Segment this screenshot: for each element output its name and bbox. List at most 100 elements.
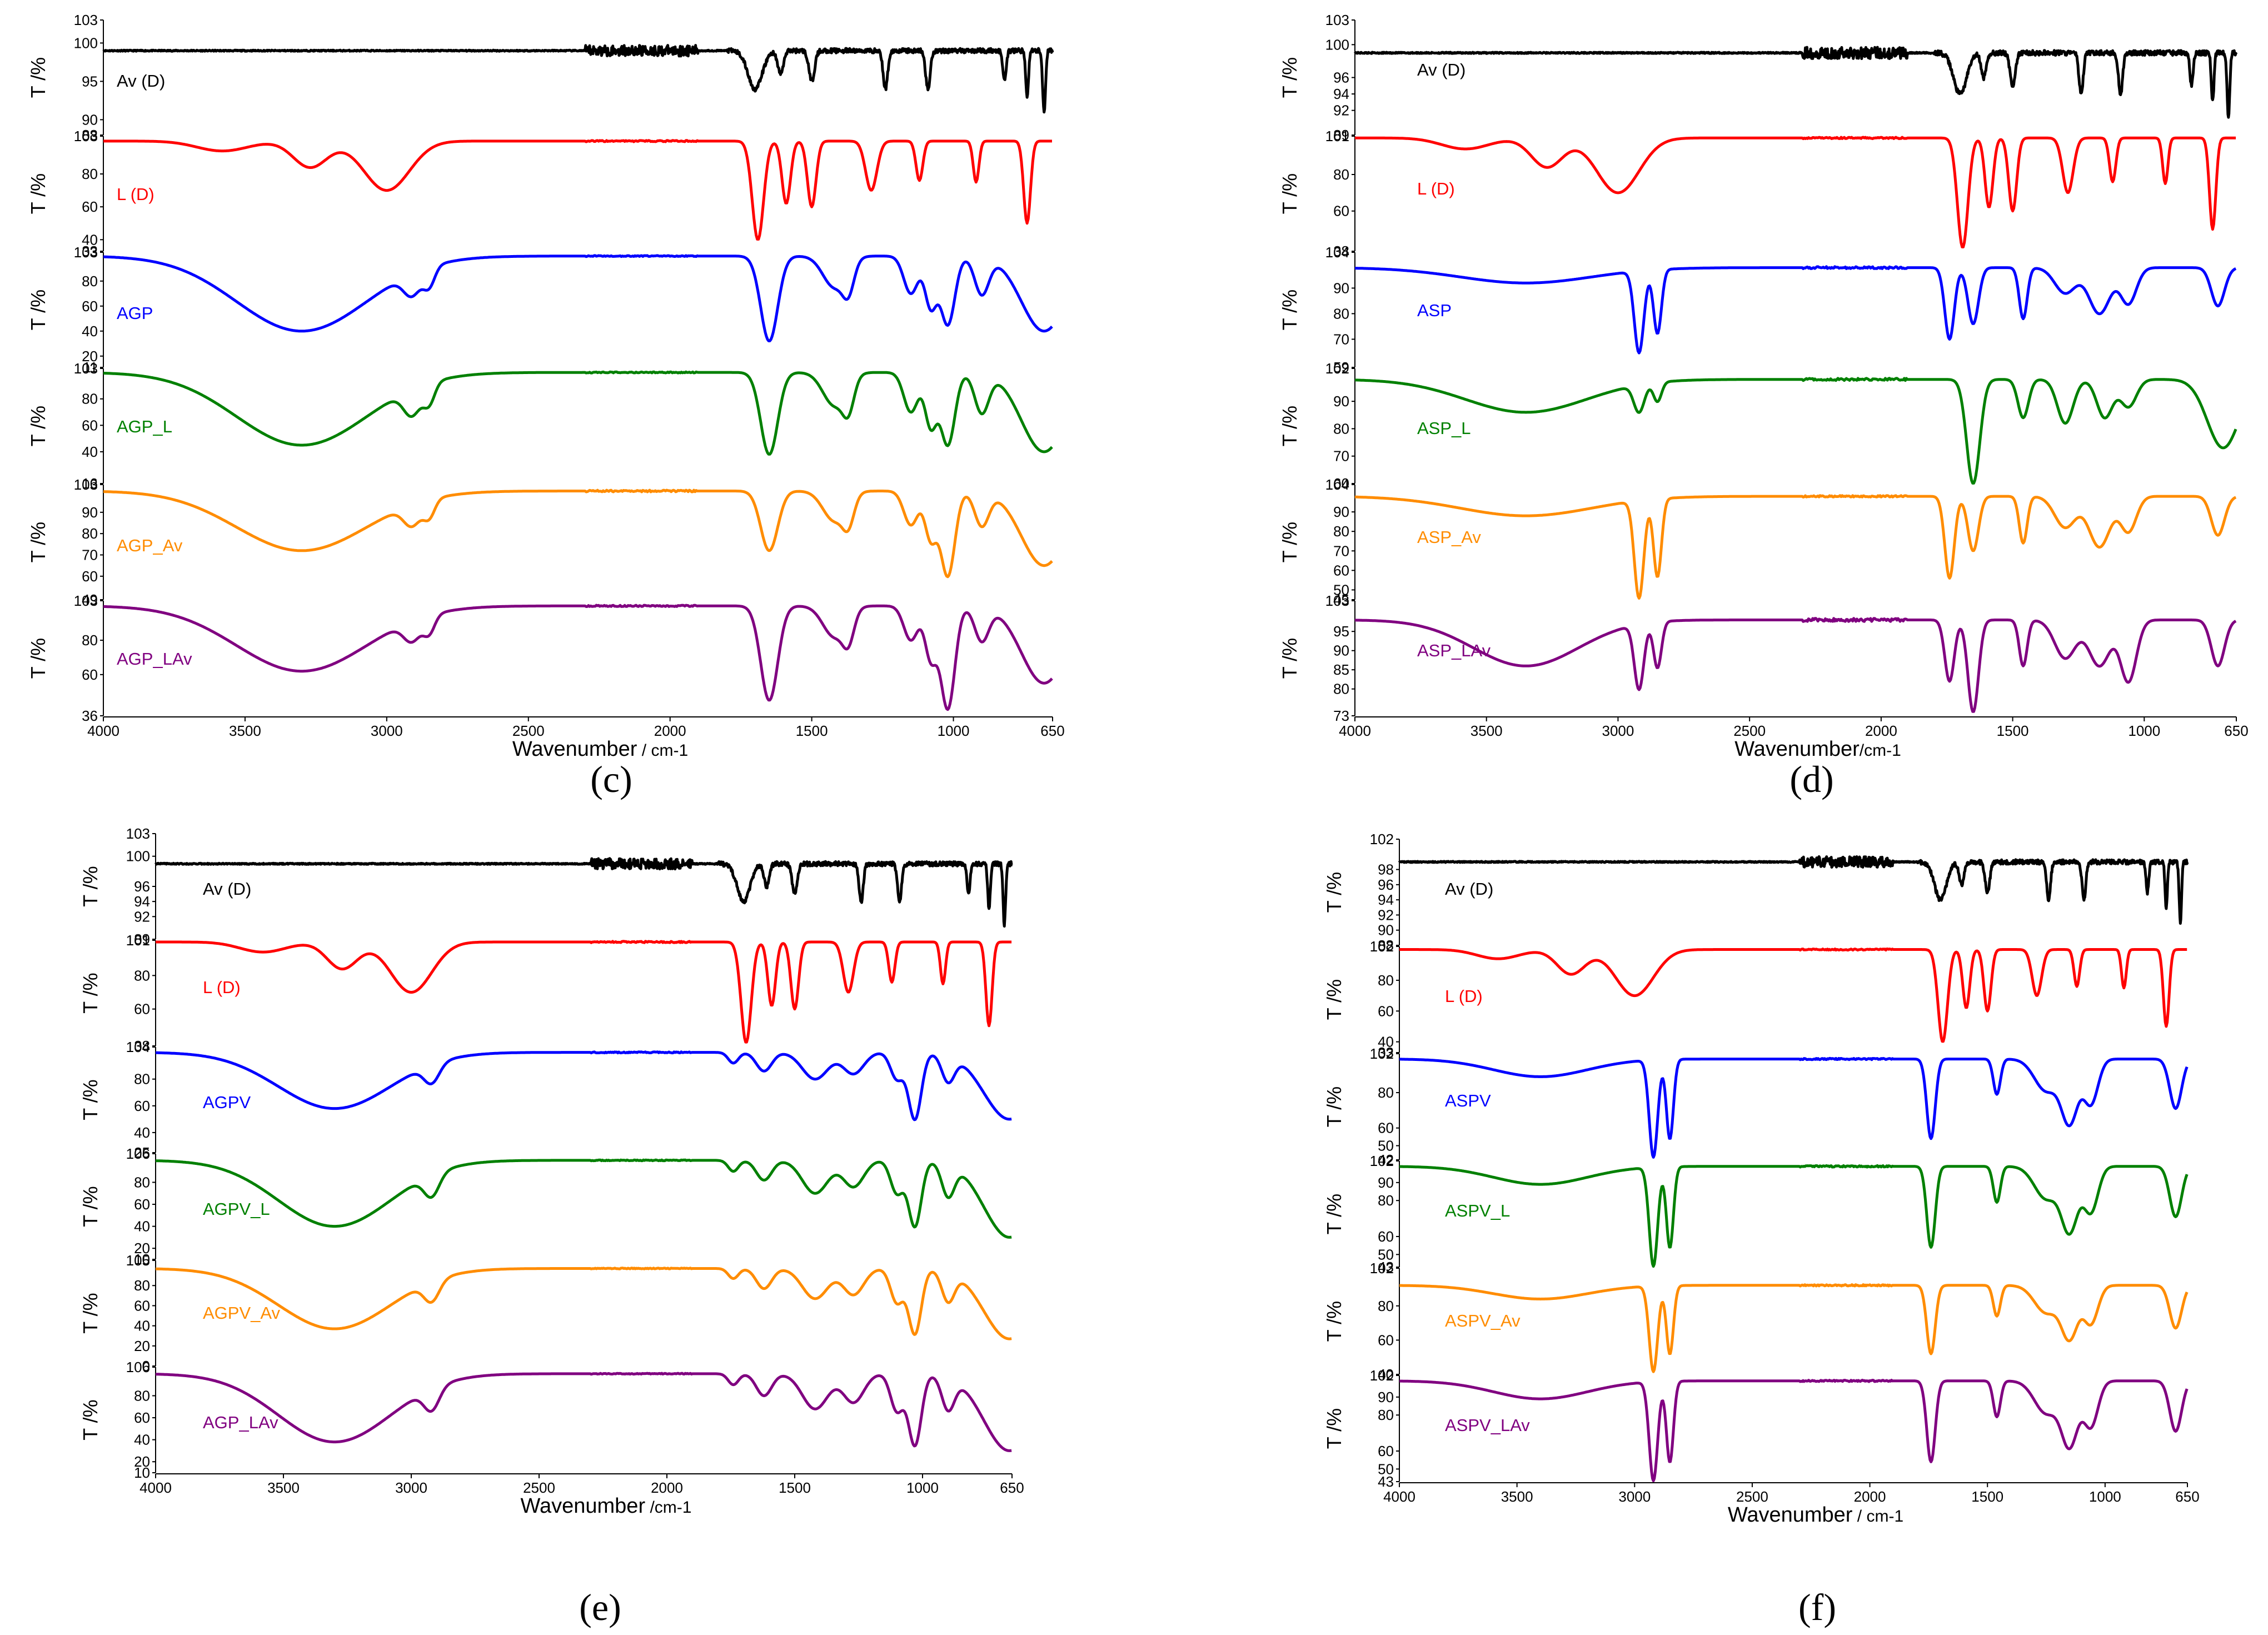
y-tick-label: 103 <box>126 825 150 842</box>
y-tick-label: 95 <box>1333 623 1349 640</box>
y-tick-label: 80 <box>82 391 98 407</box>
y-tick-label: 16 <box>82 475 98 492</box>
y-tick-label: 50 <box>1378 1138 1394 1154</box>
y-tick-label: 38 <box>1333 243 1349 260</box>
series-label: Av (D) <box>117 71 165 91</box>
y-tick-label: 89 <box>134 931 150 948</box>
y-tick-label: 40 <box>82 323 98 340</box>
x-tick-label: 3000 <box>1602 722 1634 739</box>
x-tick-label: 4000 <box>1339 722 1371 739</box>
y-tick-label: 70 <box>1333 331 1349 347</box>
y-tick-label: 60 <box>134 1297 150 1314</box>
x-tick-label: 3500 <box>1501 1488 1533 1505</box>
y-axis-label: T /% <box>27 406 49 446</box>
panel-caption: (d) <box>1790 758 1833 800</box>
series-label: L (D) <box>117 185 154 204</box>
y-tick-label: 36 <box>82 707 98 724</box>
y-tick-label: 103 <box>74 360 98 377</box>
y-tick-label: 85 <box>1333 661 1349 678</box>
y-tick-label: 103 <box>1325 592 1349 609</box>
x-tick-label: 4000 <box>1383 1488 1415 1505</box>
y-tick-label: 80 <box>82 273 98 290</box>
y-tick-label: 88 <box>1378 937 1394 954</box>
y-tick-label: 90 <box>82 504 98 521</box>
series-line-av-d <box>102 44 1054 114</box>
y-tick-label: 70 <box>82 547 98 564</box>
y-tick-label: 43 <box>1378 1259 1394 1275</box>
y-tick-label: 70 <box>1333 448 1349 465</box>
x-tick-label: 2500 <box>512 722 545 739</box>
y-tick-label: 42 <box>1378 1152 1394 1168</box>
series-label: AGP <box>117 303 153 323</box>
y-axis-label: T /% <box>1323 872 1345 913</box>
y-tick-label: 90 <box>1333 280 1349 296</box>
series-label: AGP_L <box>117 417 172 436</box>
y-tick-label: 20 <box>134 1338 150 1354</box>
y-tick-label: 92 <box>134 908 150 925</box>
series-line-agp-l <box>103 370 1053 456</box>
y-axis-label: T /% <box>1323 979 1345 1020</box>
y-tick-label: 50 <box>1333 581 1349 598</box>
series-label: ASPV_Av <box>1445 1311 1521 1330</box>
series-label: AGP_LAv <box>117 649 192 669</box>
series-line-av-d <box>1354 46 2238 119</box>
y-tick-label: 40 <box>134 1318 150 1334</box>
y-tick-label: 94 <box>134 893 150 910</box>
y-tick-label: 60 <box>1378 1332 1394 1348</box>
series-label: L (D) <box>1445 986 1483 1006</box>
y-tick-label: 103 <box>74 128 98 144</box>
series-label: ASP_LAv <box>1417 641 1491 660</box>
y-axis-label: T /% <box>1278 406 1301 446</box>
y-tick-label: 94 <box>1378 891 1394 908</box>
series-line-l-d <box>103 139 1053 241</box>
x-axis-label: Wavenumber / cm-1 <box>512 737 688 761</box>
y-tick-label: 40 <box>134 1218 150 1235</box>
y-tick-label: 104 <box>1325 244 1349 261</box>
y-axis-label: T /% <box>1323 1086 1345 1127</box>
series-line-l-d <box>155 940 1012 1044</box>
series-line-agp-av <box>103 488 1053 579</box>
y-tick-label: 92 <box>1333 102 1349 119</box>
series-line-agp <box>103 254 1053 342</box>
y-tick-label: 90 <box>1333 504 1349 520</box>
x-axis-label: Wavenumber/cm-1 <box>1734 737 1901 761</box>
y-tick-label: 80 <box>134 1174 150 1190</box>
y-tick-label: 60 <box>82 417 98 433</box>
series-label: ASP_L <box>1417 418 1471 438</box>
y-tick-label: 90 <box>1333 642 1349 659</box>
y-tick-label: 60 <box>134 1196 150 1213</box>
y-tick-label: 70 <box>1333 542 1349 559</box>
y-tick-label: 103 <box>74 12 98 28</box>
y-tick-label: 104 <box>1325 476 1349 493</box>
y-tick-label: 90 <box>1378 1174 1394 1191</box>
x-tick-label: 2000 <box>1854 1488 1886 1505</box>
series-label: ASPV_L <box>1445 1201 1510 1220</box>
y-tick-label: 25 <box>134 1144 150 1161</box>
series-line-agpv-av <box>155 1267 1012 1340</box>
y-tick-label: 43 <box>1378 1473 1394 1490</box>
y-axis-label: T /% <box>79 1293 102 1333</box>
x-tick-label: 1000 <box>2128 722 2160 739</box>
x-tick-label: 3500 <box>1471 722 1503 739</box>
series-line-agpv <box>155 1050 1012 1121</box>
y-tick-label: 106 <box>126 1145 150 1162</box>
y-tick-label: 38 <box>134 1038 150 1054</box>
y-tick-label: 90 <box>1378 922 1394 939</box>
x-tick-label: 2500 <box>1736 1488 1768 1505</box>
series-line-av-d <box>154 857 1013 928</box>
y-tick-label: 60 <box>134 1409 150 1426</box>
y-tick-label: 80 <box>134 967 150 984</box>
series-line-l-d <box>1354 136 2236 248</box>
y-tick-label: 40 <box>134 1124 150 1141</box>
y-tick-label: 80 <box>1333 420 1349 437</box>
y-tick-label: 95 <box>82 73 98 89</box>
y-tick-label: 100 <box>74 34 98 51</box>
x-tick-label: 650 <box>1000 1479 1024 1496</box>
y-tick-label: 45 <box>1333 591 1349 608</box>
y-tick-label: 20 <box>134 1240 150 1257</box>
y-tick-label: 106 <box>126 1359 150 1375</box>
